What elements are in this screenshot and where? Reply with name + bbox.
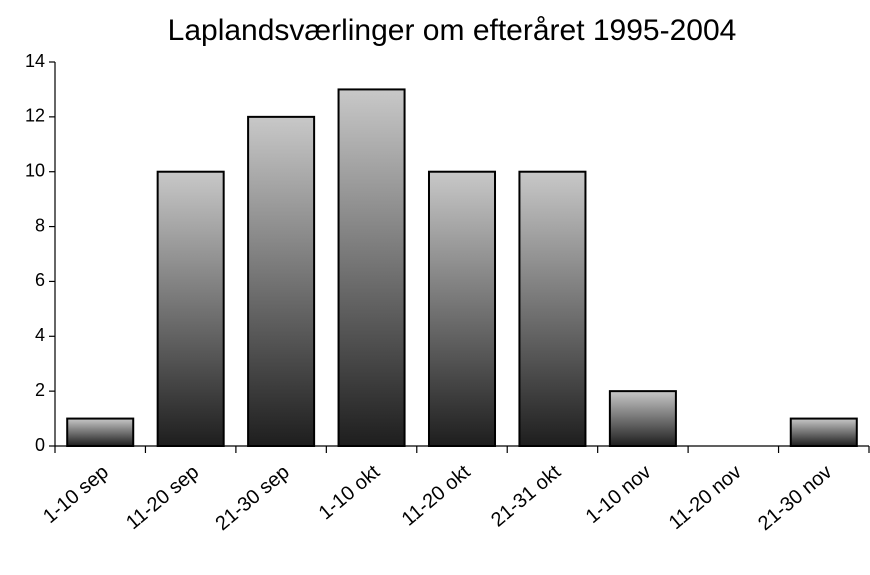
bar xyxy=(608,390,677,447)
x-tick-label: 21-30 nov xyxy=(754,461,836,535)
x-tick-label: 1-10 sep xyxy=(39,461,113,528)
y-tick-label: 14 xyxy=(25,51,45,71)
x-tick-label: 1-10 okt xyxy=(315,461,385,525)
y-tick-label: 0 xyxy=(35,435,45,455)
chart-title: Laplandsværlinger om efteråret 1995-2004 xyxy=(168,14,737,47)
x-tick-label: 11-20 okt xyxy=(398,461,475,531)
x-tick-label: 1-10 nov xyxy=(582,461,656,528)
x-tick-label: 21-31 okt xyxy=(487,461,565,532)
bar xyxy=(427,170,497,447)
y-tick-label: 6 xyxy=(35,270,45,290)
x-tick-label: 11-20 sep xyxy=(122,461,203,534)
y-tick-label: 10 xyxy=(25,160,45,180)
y-tick-label: 4 xyxy=(35,325,45,345)
y-tick-label: 12 xyxy=(25,106,45,126)
y-tick-label: 8 xyxy=(35,215,45,235)
bar xyxy=(247,115,316,447)
bar xyxy=(337,88,406,448)
bar xyxy=(789,417,858,448)
x-tick-label: 11-20 nov xyxy=(665,461,746,534)
bar xyxy=(156,170,225,447)
y-tick-label: 2 xyxy=(35,380,45,400)
bar xyxy=(66,417,135,448)
bar xyxy=(518,170,587,447)
x-tick-label: 21-30 sep xyxy=(211,461,293,535)
